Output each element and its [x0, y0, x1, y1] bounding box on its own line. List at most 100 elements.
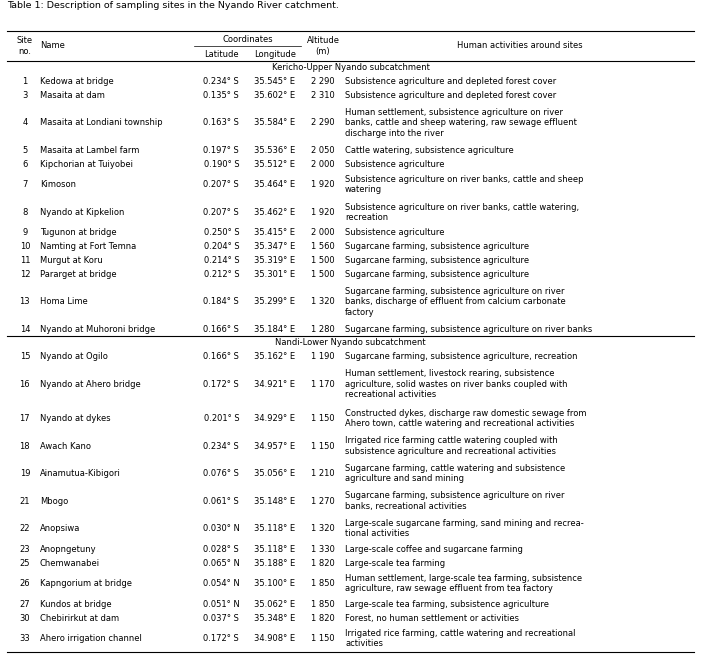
Text: 23: 23 — [20, 545, 30, 554]
Text: 1 820: 1 820 — [311, 614, 335, 623]
Text: 1 150: 1 150 — [311, 442, 335, 451]
Text: Subsistence agriculture: Subsistence agriculture — [345, 160, 444, 169]
Text: 1 500: 1 500 — [311, 269, 335, 279]
Text: 26: 26 — [20, 579, 30, 588]
Text: Kipchorian at Tuiyobei: Kipchorian at Tuiyobei — [40, 160, 133, 169]
Text: 0.061° S: 0.061° S — [203, 497, 239, 506]
Text: 34.908° E: 34.908° E — [254, 634, 296, 643]
Text: Kundos at bridge: Kundos at bridge — [40, 600, 111, 609]
Text: 0.234° S: 0.234° S — [203, 77, 239, 86]
Text: 1 320: 1 320 — [311, 524, 335, 533]
Text: 1 280: 1 280 — [311, 325, 335, 334]
Text: Sugarcane farming, subsistence agriculture: Sugarcane farming, subsistence agricultu… — [345, 269, 529, 279]
Text: 21: 21 — [20, 497, 30, 506]
Text: 2 290: 2 290 — [311, 77, 335, 86]
Text: 35.319° E: 35.319° E — [254, 256, 296, 265]
Text: 0.184° S: 0.184° S — [203, 297, 239, 306]
Text: Constructed dykes, discharge raw domestic sewage from
Ahero town, cattle waterin: Constructed dykes, discharge raw domesti… — [345, 409, 587, 428]
Text: 0.207° S: 0.207° S — [203, 208, 239, 217]
Text: 17: 17 — [20, 414, 30, 423]
Text: Irrigated rice farming, cattle watering and recreational
activities: Irrigated rice farming, cattle watering … — [345, 629, 576, 648]
Text: 35.188° E: 35.188° E — [254, 558, 296, 568]
Text: 35.462° E: 35.462° E — [254, 208, 296, 217]
Text: 2 290: 2 290 — [311, 118, 335, 127]
Text: Awach Kano: Awach Kano — [40, 442, 91, 451]
Text: 0.190° S: 0.190° S — [203, 160, 239, 169]
Text: Nyando at Kipkelion: Nyando at Kipkelion — [40, 208, 124, 217]
Text: Kapngorium at bridge: Kapngorium at bridge — [40, 579, 132, 588]
Text: 30: 30 — [20, 614, 30, 623]
Text: 6: 6 — [22, 160, 27, 169]
Text: Sugarcane farming, subsistence agriculture: Sugarcane farming, subsistence agricultu… — [345, 256, 529, 265]
Text: 0.166° S: 0.166° S — [203, 325, 239, 334]
Text: 1 560: 1 560 — [311, 242, 335, 251]
Text: 0.197° S: 0.197° S — [203, 146, 239, 155]
Text: 2 000: 2 000 — [311, 229, 335, 237]
Text: 1 820: 1 820 — [311, 558, 335, 568]
Text: Table 1: Description of sampling sites in the Nyando River catchment.: Table 1: Description of sampling sites i… — [7, 1, 339, 11]
Text: Anopngetuny: Anopngetuny — [40, 545, 97, 554]
Text: Nyando at dykes: Nyando at dykes — [40, 414, 111, 423]
Text: Masaita at Londiani township: Masaita at Londiani township — [40, 118, 163, 127]
Text: Ainamutua-Kibigori: Ainamutua-Kibigori — [40, 469, 121, 478]
Text: Sugarcane farming, cattle watering and subsistence
agriculture and sand mining: Sugarcane farming, cattle watering and s… — [345, 464, 565, 484]
Text: 35.536° E: 35.536° E — [254, 146, 296, 155]
Text: Anopsiwa: Anopsiwa — [40, 524, 81, 533]
Text: 35.512° E: 35.512° E — [254, 160, 295, 169]
Text: 1 850: 1 850 — [311, 600, 335, 609]
Text: Murgut at Koru: Murgut at Koru — [40, 256, 103, 265]
Text: Human settlement, livestock rearing, subsistence
agriculture, solid wastes on ri: Human settlement, livestock rearing, sub… — [345, 369, 568, 399]
Text: 0.172° S: 0.172° S — [203, 634, 239, 643]
Text: 35.584° E: 35.584° E — [254, 118, 296, 127]
Text: 1 150: 1 150 — [311, 414, 335, 423]
Text: 34.929° E: 34.929° E — [254, 414, 295, 423]
Text: Human settlement, large-scale tea farming, subsistence
agriculture, raw sewage e: Human settlement, large-scale tea farmin… — [345, 574, 582, 593]
Text: Irrigated rice farming cattle watering coupled with
subsistence agriculture and : Irrigated rice farming cattle watering c… — [345, 436, 558, 456]
Text: Subsistence agriculture on river banks, cattle and sheep
watering: Subsistence agriculture on river banks, … — [345, 175, 583, 194]
Text: 22: 22 — [20, 524, 30, 533]
Text: Chebirirkut at dam: Chebirirkut at dam — [40, 614, 119, 623]
Text: 2 310: 2 310 — [311, 91, 335, 100]
Text: 35.118° E: 35.118° E — [254, 545, 296, 554]
Text: 1 920: 1 920 — [311, 180, 335, 189]
Text: 35.347° E: 35.347° E — [254, 242, 296, 251]
Text: 10: 10 — [20, 242, 30, 251]
Text: 1 150: 1 150 — [311, 634, 335, 643]
Text: 25: 25 — [20, 558, 30, 568]
Text: 35.118° E: 35.118° E — [254, 524, 296, 533]
Text: Tugunon at bridge: Tugunon at bridge — [40, 229, 116, 237]
Text: 0.065° N: 0.065° N — [203, 558, 240, 568]
Text: Sugarcane farming, subsistence agriculture on river banks: Sugarcane farming, subsistence agricultu… — [345, 325, 592, 334]
Text: 18: 18 — [20, 442, 30, 451]
Text: Sugarcane farming, subsistence agriculture on river
banks, discharge of effluent: Sugarcane farming, subsistence agricultu… — [345, 287, 566, 317]
Text: 34.921° E: 34.921° E — [254, 380, 295, 389]
Text: 1 330: 1 330 — [311, 545, 335, 554]
Text: 14: 14 — [20, 325, 30, 334]
Text: 35.545° E: 35.545° E — [254, 77, 295, 86]
Text: Human settlement, subsistence agriculture on river
banks, cattle and sheep water: Human settlement, subsistence agricultur… — [345, 108, 577, 138]
Text: 35.148° E: 35.148° E — [254, 497, 296, 506]
Text: 0.076° S: 0.076° S — [203, 469, 239, 478]
Text: Site
no.: Site no. — [17, 35, 33, 56]
Text: 2 050: 2 050 — [311, 146, 335, 155]
Text: 34.957° E: 34.957° E — [254, 442, 296, 451]
Text: 8: 8 — [22, 208, 27, 217]
Text: 0.234° S: 0.234° S — [203, 442, 239, 451]
Text: 0.212° S: 0.212° S — [203, 269, 239, 279]
Text: 0.135° S: 0.135° S — [203, 91, 239, 100]
Text: Name: Name — [40, 41, 65, 51]
Text: Subsistence agriculture and depleted forest cover: Subsistence agriculture and depleted for… — [345, 91, 557, 100]
Text: Kericho-Upper Nyando subcatchment: Kericho-Upper Nyando subcatchment — [271, 63, 430, 72]
Text: 1 500: 1 500 — [311, 256, 335, 265]
Text: 7: 7 — [22, 180, 27, 189]
Text: 11: 11 — [20, 256, 30, 265]
Text: 35.062° E: 35.062° E — [254, 600, 296, 609]
Text: Subsistence agriculture on river banks, cattle watering,
recreation: Subsistence agriculture on river banks, … — [345, 202, 579, 222]
Text: 35.602° E: 35.602° E — [254, 91, 296, 100]
Text: Nandi-Lower Nyando subcatchment: Nandi-Lower Nyando subcatchment — [275, 338, 426, 348]
Text: 0.201° S: 0.201° S — [203, 414, 239, 423]
Text: 0.051° N: 0.051° N — [203, 600, 240, 609]
Text: 5: 5 — [22, 146, 27, 155]
Text: 16: 16 — [20, 380, 30, 389]
Text: Latitude: Latitude — [204, 50, 238, 59]
